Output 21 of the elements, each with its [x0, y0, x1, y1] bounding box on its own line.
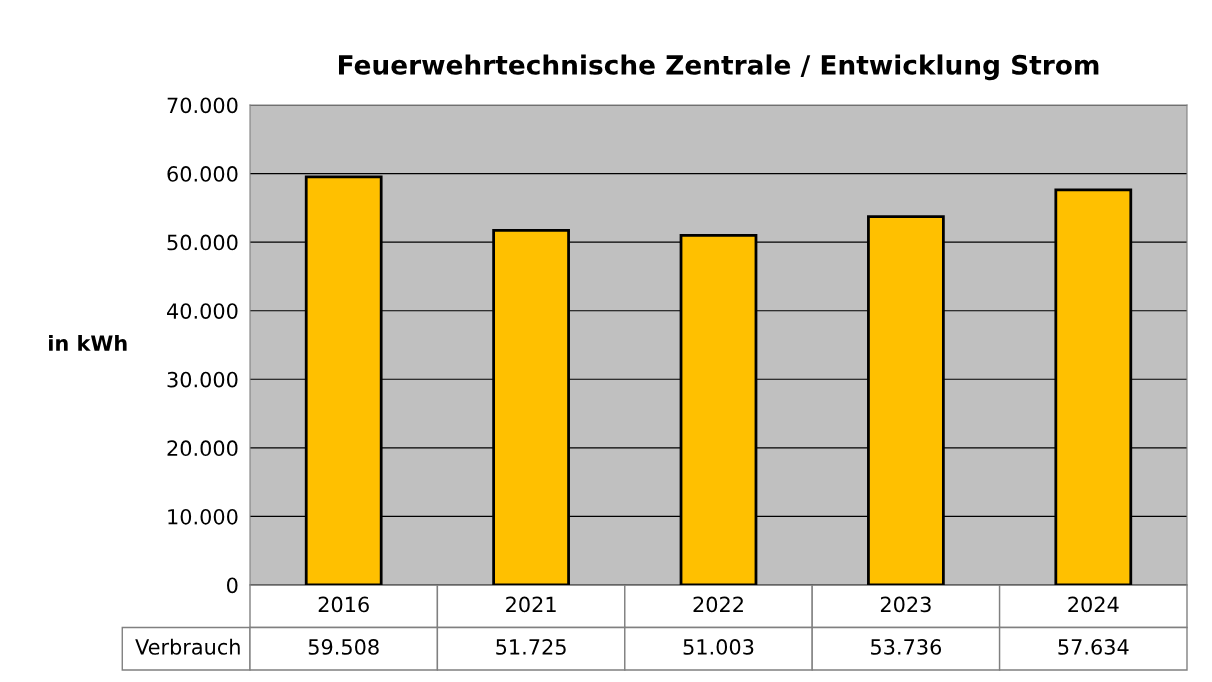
- y-tick-label: 50.000: [167, 234, 238, 251]
- data-label: 53.736: [871, 639, 942, 655]
- x-tick-label: 2016: [318, 596, 369, 613]
- data-label: 51.003: [683, 639, 754, 655]
- y-tick-label: 30.000: [167, 371, 238, 388]
- y-tick-label: 40.000: [167, 303, 238, 319]
- x-tick-label: 2024: [1068, 596, 1119, 613]
- x-tick-label: 2022: [693, 596, 743, 613]
- y-tick-label: 20.000: [167, 440, 238, 457]
- x-tick-label: 2021: [506, 596, 556, 613]
- x-tick-label: 2023: [880, 596, 931, 613]
- text: Verbrauch: [135, 638, 240, 655]
- y-tick-label: 60.000: [167, 166, 238, 182]
- data-label: 59.508: [308, 639, 379, 655]
- chart-title: Feuerwehrtechnische Zentrale / Entwicklung Strom: [339, 54, 1099, 81]
- y-tick-label: 0: [227, 577, 238, 594]
- data-label: 57.634: [1058, 639, 1129, 655]
- y-tick-label: 70.000: [167, 97, 238, 114]
- data-label: 51.725: [496, 639, 566, 655]
- y-axis-title: in kWh: [49, 334, 127, 351]
- y-tick-label: 10.000: [168, 508, 238, 525]
